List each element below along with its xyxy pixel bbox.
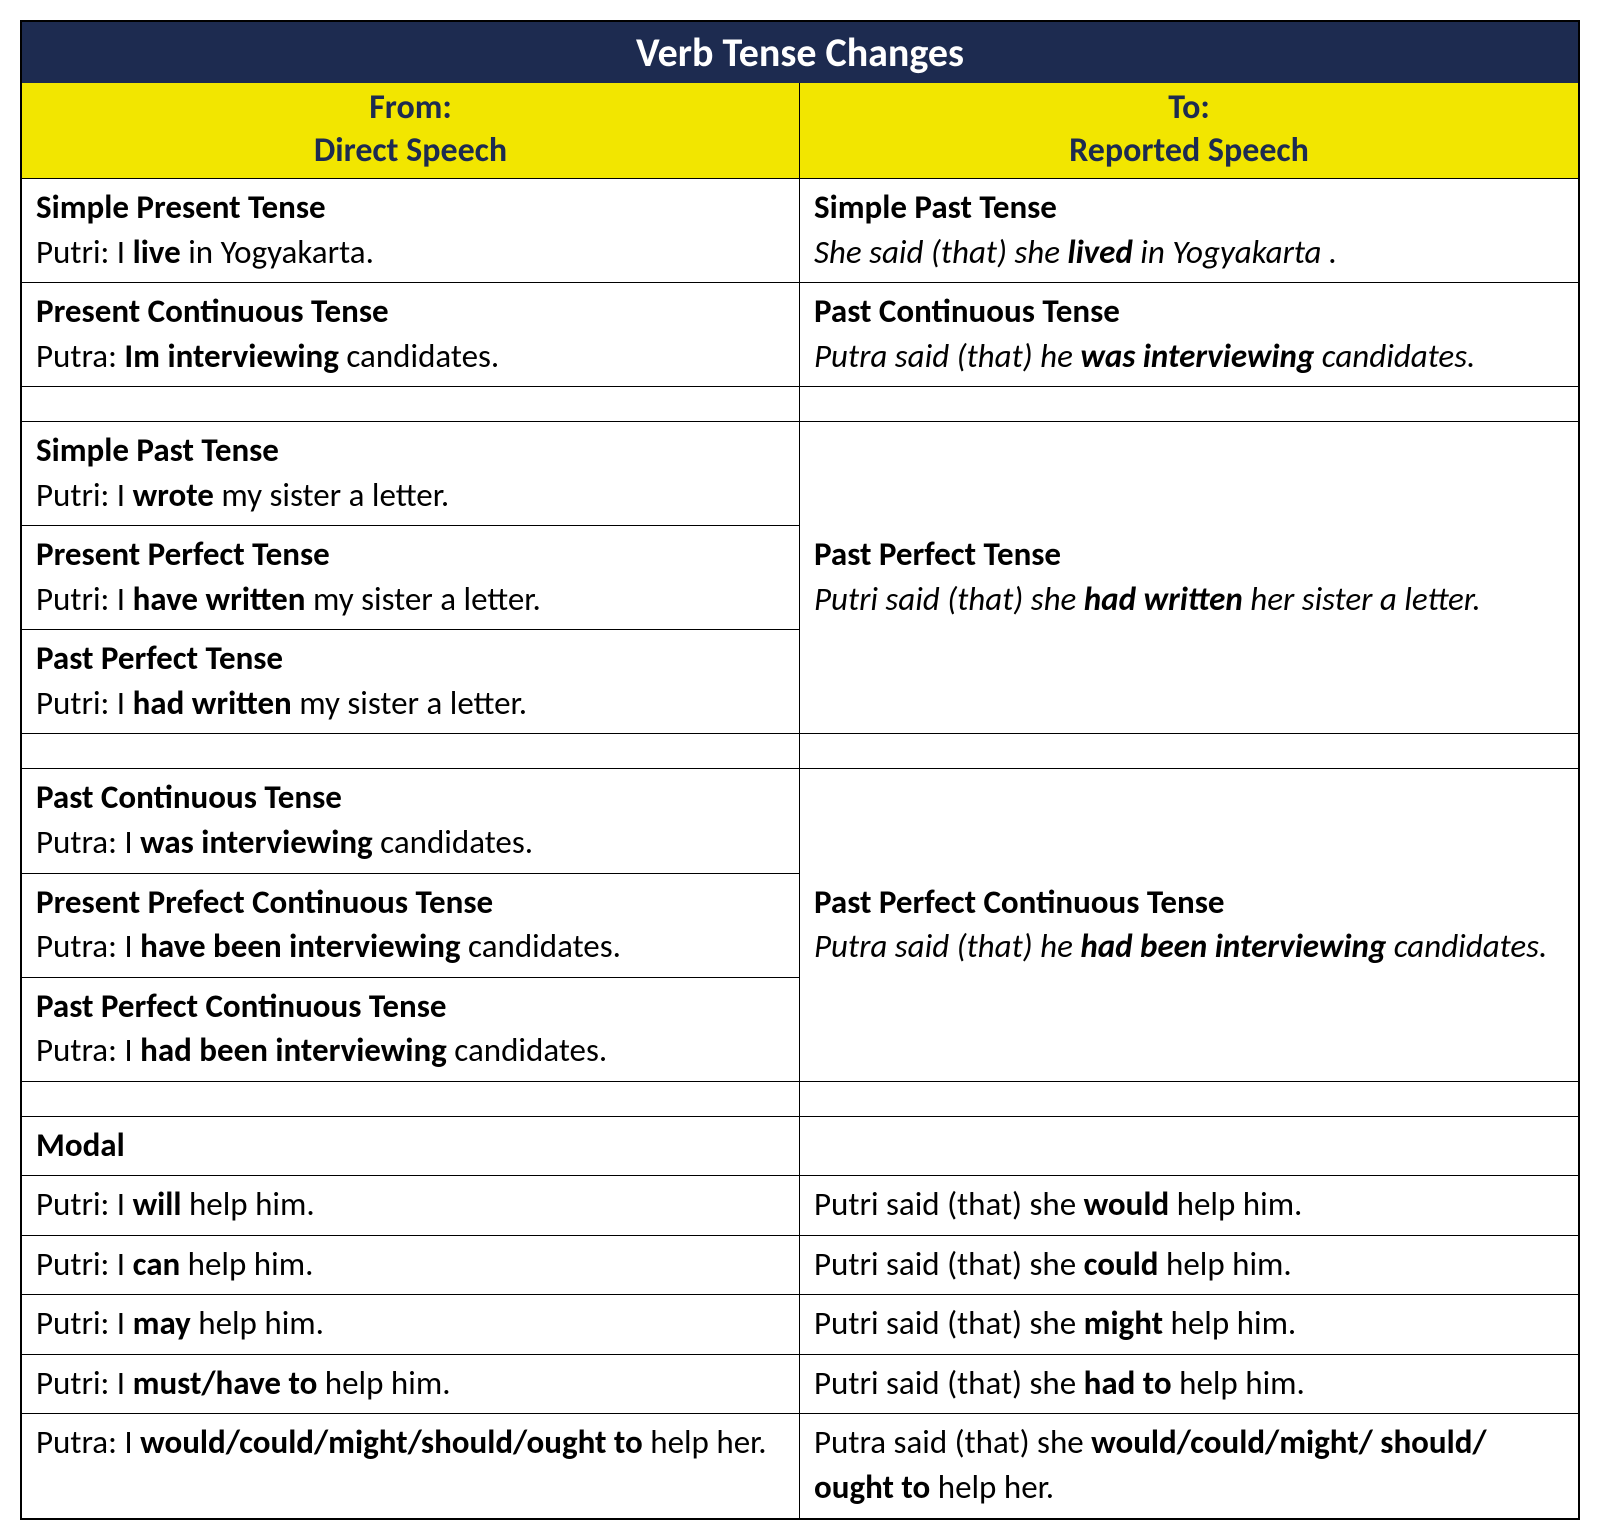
spacer-row <box>22 386 1578 421</box>
example-text: Putra said (that) he was interviewing ca… <box>814 334 1564 379</box>
cell-left: Simple Present Tense Putri: I live in Yo… <box>22 179 800 282</box>
table-row: Putri: I can help him. Putri said (that)… <box>22 1235 1578 1295</box>
table-row: Present Perfect Tense Putri: I have writ… <box>22 525 799 629</box>
table-row: Present Prefect Continuous Tense Putra: … <box>22 873 799 977</box>
table-row: Past Perfect Continuous Tense Putra: I h… <box>22 977 799 1081</box>
example-text: Putri: I live in Yogyakarta. <box>36 230 785 275</box>
table-row: Putri: I will help him. Putri said (that… <box>22 1175 1578 1235</box>
spacer-row <box>22 1081 1578 1116</box>
modal-header-row: Modal <box>22 1116 1578 1176</box>
example-text: Putra: Im interviewing candidates. <box>36 334 785 379</box>
spacer-row <box>22 733 1578 768</box>
cell-left: Modal <box>22 1117 800 1176</box>
group-left: Past Continuous Tense Putra: I was inter… <box>22 769 800 1080</box>
header-from: From: Direct Speech <box>22 83 800 178</box>
modal-header: Modal <box>36 1123 785 1168</box>
table-row: Past Continuous Tense Putra: I was inter… <box>22 769 799 872</box>
table-group: Past Continuous Tense Putra: I was inter… <box>22 768 1578 1080</box>
header-from-sub: Direct Speech <box>22 130 799 173</box>
table-row: Putri: I must/have to help him. Putri sa… <box>22 1354 1578 1414</box>
table-group: Simple Past Tense Putri: I wrote my sist… <box>22 421 1578 733</box>
tense-name: Simple Past Tense <box>814 185 1564 230</box>
table-row: Past Perfect Tense Putri: I had written … <box>22 629 799 733</box>
group-left: Simple Past Tense Putri: I wrote my sist… <box>22 422 800 733</box>
table-row: Putri: I may help him. Putri said (that)… <box>22 1294 1578 1354</box>
cell-left: Present Continuous Tense Putra: Im inter… <box>22 283 800 386</box>
tense-name: Simple Present Tense <box>36 185 785 230</box>
header-to: To: Reported Speech <box>800 83 1578 178</box>
group-right: Past Perfect Continuous Tense Putra said… <box>800 769 1578 1080</box>
group-right: Past Perfect Tense Putri said (that) she… <box>800 422 1578 733</box>
tense-name: Past Continuous Tense <box>814 289 1564 334</box>
table-header: From: Direct Speech To: Reported Speech <box>22 83 1578 178</box>
cell-right: Past Continuous Tense Putra said (that) … <box>800 283 1578 386</box>
table-row: Simple Present Tense Putri: I live in Yo… <box>22 178 1578 282</box>
verb-tense-table: Verb Tense Changes From: Direct Speech T… <box>20 20 1580 1520</box>
cell-right: Simple Past Tense She said (that) she li… <box>800 179 1578 282</box>
tense-name: Present Continuous Tense <box>36 289 785 334</box>
cell-right <box>800 1117 1578 1176</box>
table-title: Verb Tense Changes <box>22 22 1578 83</box>
header-to-sub: Reported Speech <box>800 130 1578 173</box>
table-row: Simple Past Tense Putri: I wrote my sist… <box>22 422 799 525</box>
header-to-label: To: <box>800 87 1578 130</box>
example-text: She said (that) she lived in Yogyakarta … <box>814 230 1564 275</box>
table-row: Putra: I would/could/might/should/ought … <box>22 1413 1578 1517</box>
header-from-label: From: <box>22 87 799 130</box>
table-row: Present Continuous Tense Putra: Im inter… <box>22 282 1578 386</box>
